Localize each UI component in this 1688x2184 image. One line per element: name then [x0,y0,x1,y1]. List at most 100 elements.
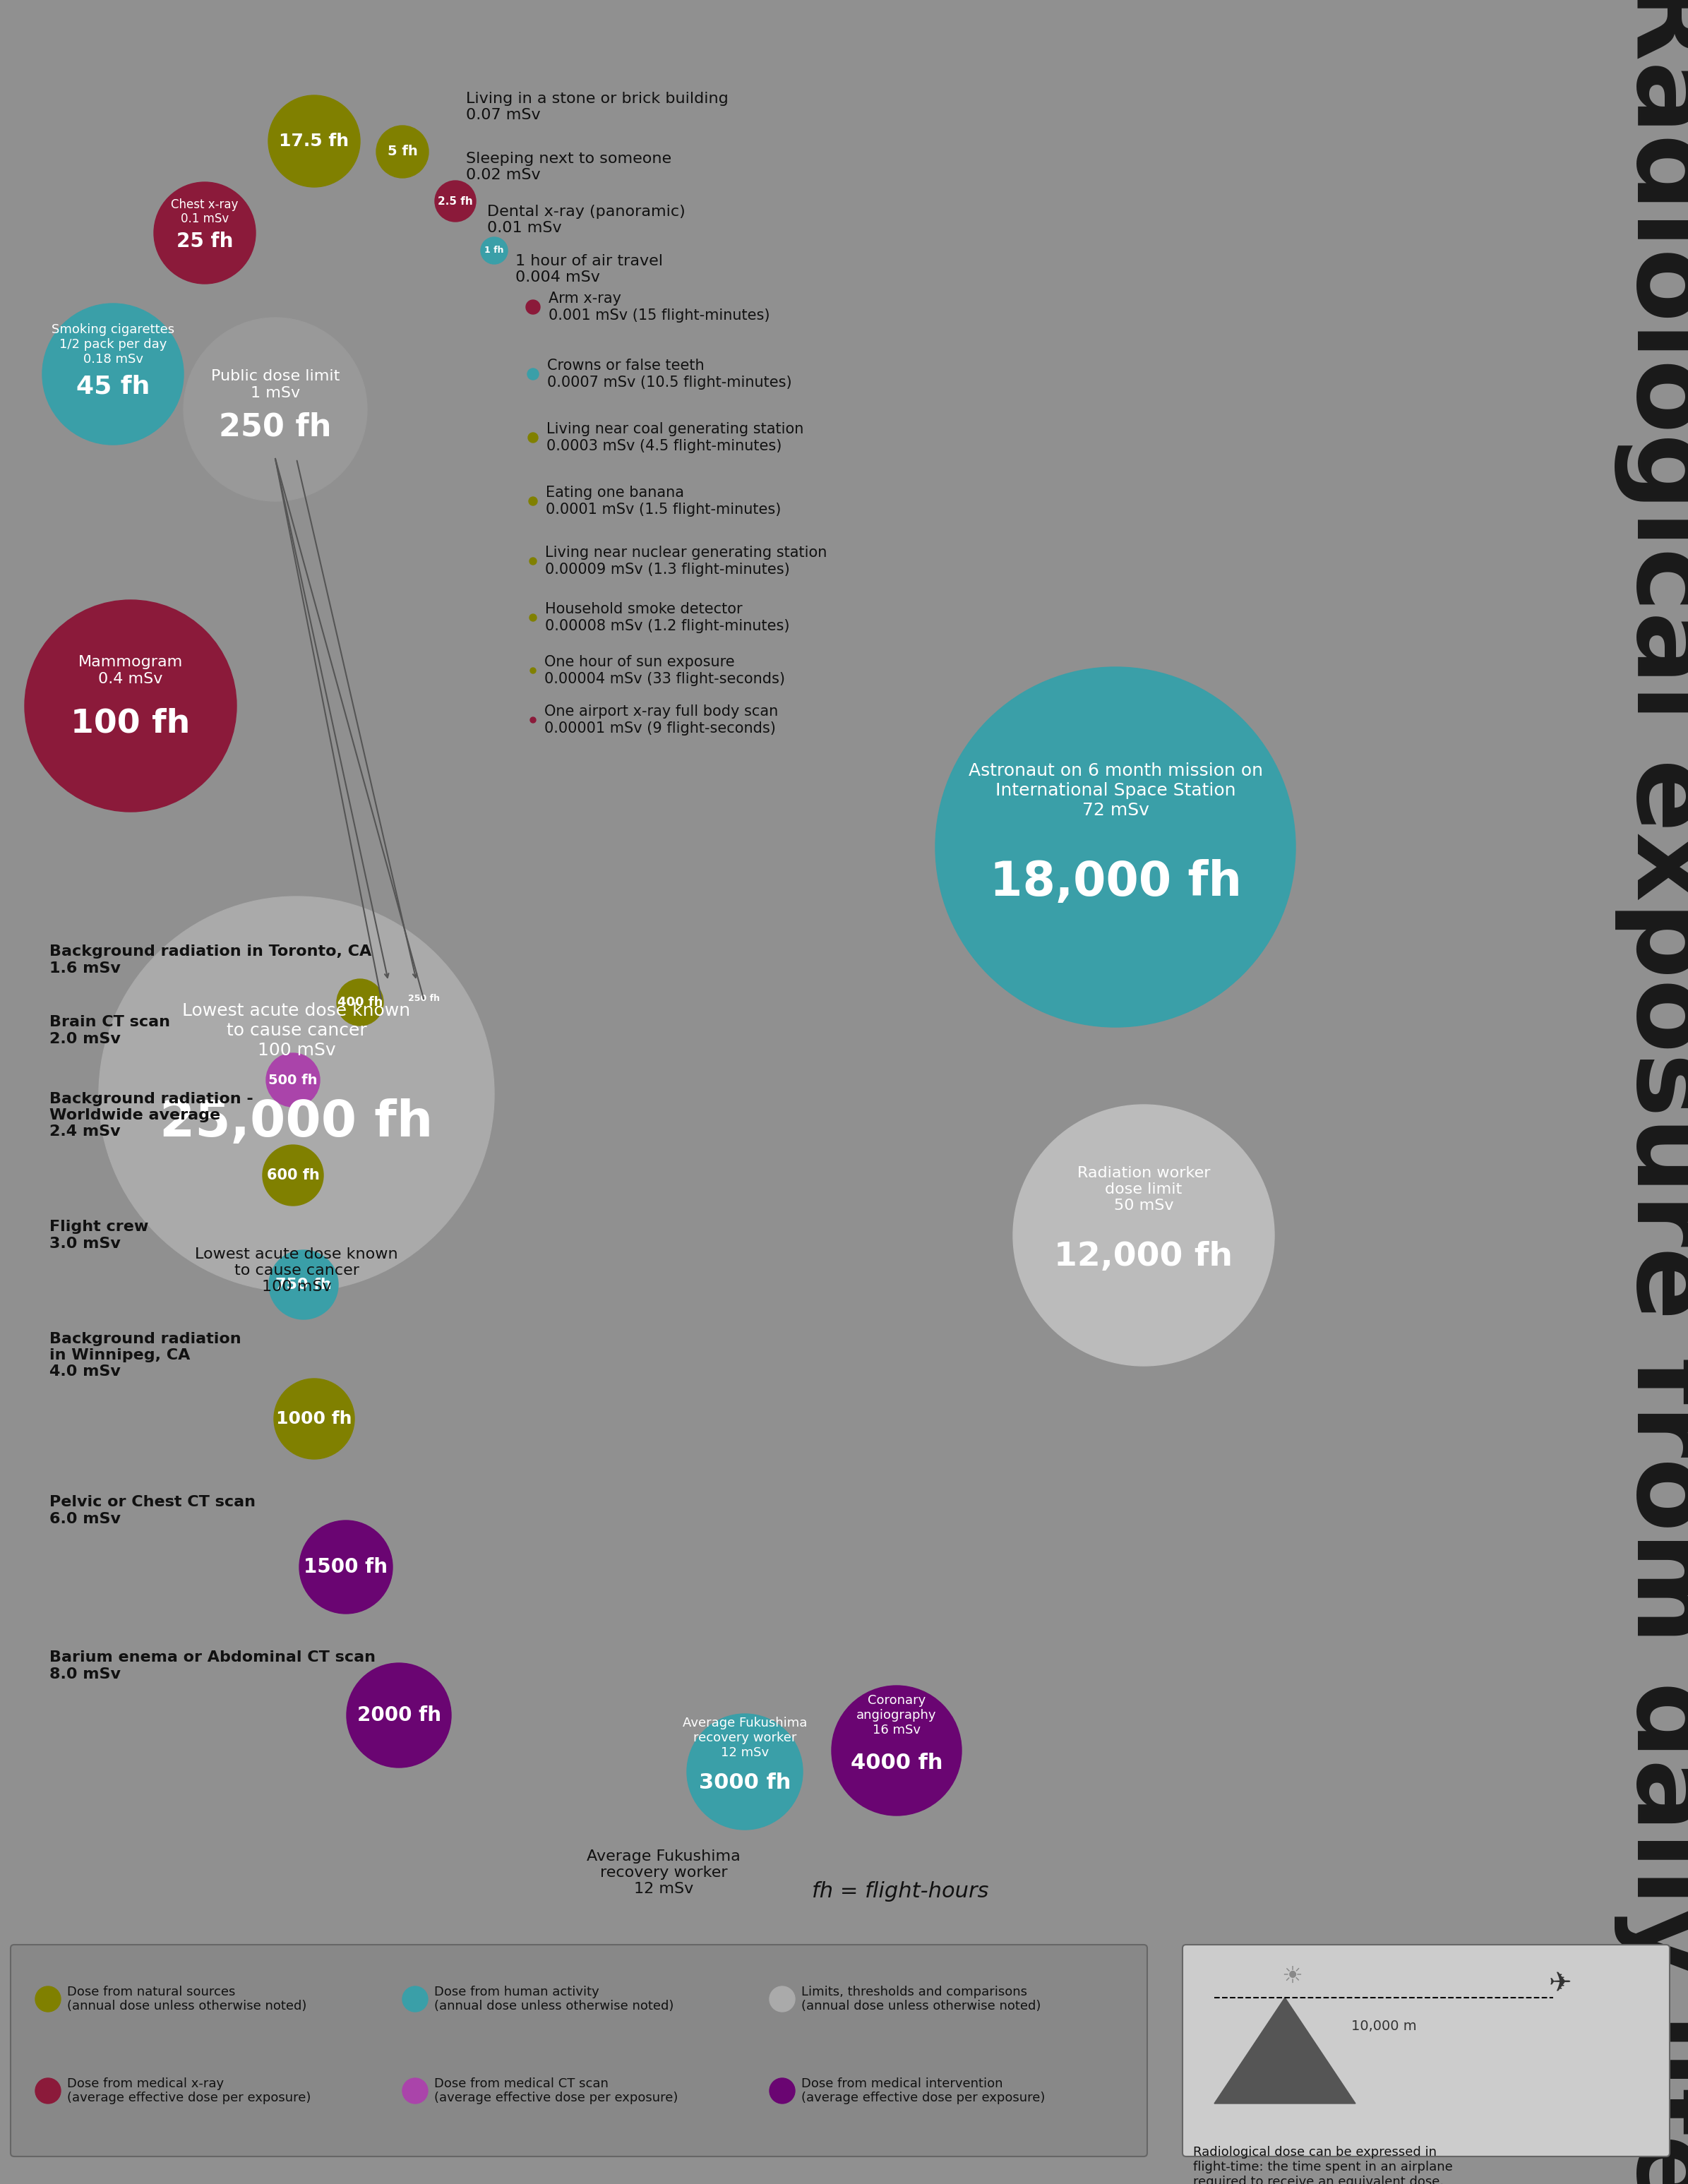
Text: Crowns or false teeth
0.0007 mSv (10.5 flight-minutes): Crowns or false teeth 0.0007 mSv (10.5 f… [547,358,792,389]
FancyBboxPatch shape [1183,1944,1669,2156]
Circle shape [1013,1105,1274,1365]
Circle shape [402,1987,427,2011]
Text: Household smoke detector
0.00008 mSv (1.2 flight-minutes): Household smoke detector 0.00008 mSv (1.… [545,603,790,633]
Circle shape [527,299,540,314]
FancyBboxPatch shape [10,1944,1148,2156]
Circle shape [35,1987,61,2011]
Text: 25,000 fh: 25,000 fh [160,1099,434,1147]
Text: 1 fh: 1 fh [484,247,505,256]
Text: 750 fh: 750 fh [275,1278,333,1291]
Circle shape [100,895,495,1291]
Text: Public dose limit
1 mSv: Public dose limit 1 mSv [211,369,339,400]
Text: Living in a stone or brick building
0.07 mSv: Living in a stone or brick building 0.07… [466,92,729,122]
Circle shape [407,983,441,1016]
Text: 500 fh: 500 fh [268,1072,317,1088]
Text: Radiological dose can be expressed in
flight-time: the time spent in an airplane: Radiological dose can be expressed in fl… [1193,2147,1453,2184]
Circle shape [273,1378,354,1459]
Circle shape [299,1520,393,1614]
Text: 100 fh: 100 fh [71,708,191,740]
Circle shape [402,2079,427,2103]
Text: 2000 fh: 2000 fh [356,1706,441,1725]
Text: Sleeping next to someone
0.02 mSv: Sleeping next to someone 0.02 mSv [466,151,672,181]
Circle shape [481,238,508,264]
Circle shape [376,127,429,177]
Text: 45 fh: 45 fh [76,376,150,400]
Circle shape [436,181,476,221]
Text: Chest x-ray
0.1 mSv: Chest x-ray 0.1 mSv [170,199,238,225]
Text: 4000 fh: 4000 fh [851,1754,942,1773]
Text: Coronary
angiography
16 mSv: Coronary angiography 16 mSv [856,1695,937,1736]
Circle shape [528,432,538,443]
Text: Lowest acute dose known
to cause cancer
100 mSv: Lowest acute dose known to cause cancer … [182,1002,410,1059]
Text: Dose from medical x-ray
(average effective dose per exposure): Dose from medical x-ray (average effecti… [68,2077,311,2105]
Text: Dose from medical CT scan
(average effective dose per exposure): Dose from medical CT scan (average effec… [434,2077,679,2105]
Circle shape [687,1714,803,1830]
Text: 5 fh: 5 fh [387,144,417,159]
Text: Barium enema or Abdominal CT scan
8.0 mSv: Barium enema or Abdominal CT scan 8.0 mS… [49,1651,376,1682]
Circle shape [530,668,535,673]
Circle shape [528,498,537,505]
Circle shape [770,1987,795,2011]
Text: Dose from human activity
(annual dose unless otherwise noted): Dose from human activity (annual dose un… [434,1985,674,2014]
Text: 1 hour of air travel
0.004 mSv: 1 hour of air travel 0.004 mSv [515,253,663,284]
Text: 10,000 m: 10,000 m [1350,2020,1416,2033]
Text: Astronaut on 6 month mission on
International Space Station
72 mSv: Astronaut on 6 month mission on Internat… [969,762,1263,819]
Text: Flight crew
3.0 mSv: Flight crew 3.0 mSv [49,1221,149,1251]
Text: Average Fukushima
recovery worker
12 mSv: Average Fukushima recovery worker 12 mSv [587,1850,741,1896]
Circle shape [268,96,360,188]
Text: One hour of sun exposure
0.00004 mSv (33 flight-seconds): One hour of sun exposure 0.00004 mSv (33… [544,655,785,686]
Text: 18,000 fh: 18,000 fh [989,858,1241,906]
Circle shape [184,317,366,500]
Text: Average Fukushima
recovery worker
12 mSv: Average Fukushima recovery worker 12 mSv [682,1717,807,1758]
Circle shape [527,369,538,380]
Text: Pelvic or Chest CT scan
6.0 mSv: Pelvic or Chest CT scan 6.0 mSv [49,1496,255,1527]
Circle shape [42,304,184,446]
Text: 3000 fh: 3000 fh [699,1773,792,1793]
Text: ✈: ✈ [1548,1970,1572,1996]
Circle shape [935,666,1295,1026]
Text: 1500 fh: 1500 fh [304,1557,388,1577]
Text: Lowest acute dose known
to cause cancer
100 mSv: Lowest acute dose known to cause cancer … [196,1247,398,1295]
Text: Living near coal generating station
0.0003 mSv (4.5 flight-minutes): Living near coal generating station 0.00… [547,422,803,452]
Text: 17.5 fh: 17.5 fh [279,133,349,151]
Text: Arm x-ray
0.001 mSv (15 flight-minutes): Arm x-ray 0.001 mSv (15 flight-minutes) [549,293,770,323]
Text: 250 fh: 250 fh [219,413,331,441]
Circle shape [154,181,255,284]
Text: ☀: ☀ [1281,1966,1303,1987]
Circle shape [263,1144,324,1206]
Text: Background radiation -
Worldwide average
2.4 mSv: Background radiation - Worldwide average… [49,1092,253,1138]
Text: Brain CT scan
2.0 mSv: Brain CT scan 2.0 mSv [49,1016,170,1046]
Text: One airport x-ray full body scan
0.00001 mSv (9 flight-seconds): One airport x-ray full body scan 0.00001… [544,705,778,736]
Text: 2.5 fh: 2.5 fh [437,197,473,207]
Text: Background radiation
in Winnipeg, CA
4.0 mSv: Background radiation in Winnipeg, CA 4.0… [49,1332,241,1378]
Text: 400 fh: 400 fh [338,996,383,1009]
Text: Background radiation in Toronto, CA
1.6 mSv: Background radiation in Toronto, CA 1.6 … [49,946,371,976]
Circle shape [25,601,236,812]
Text: Dental x-ray (panoramic)
0.01 mSv: Dental x-ray (panoramic) 0.01 mSv [488,205,685,236]
Circle shape [346,1662,451,1767]
Circle shape [530,716,535,723]
Text: Mammogram
0.4 mSv: Mammogram 0.4 mSv [78,655,182,686]
Text: Radiation worker
dose limit
50 mSv: Radiation worker dose limit 50 mSv [1077,1166,1210,1212]
Circle shape [832,1686,962,1815]
Circle shape [530,557,537,566]
Circle shape [336,978,383,1026]
Polygon shape [1214,1998,1355,2103]
Text: 600 fh: 600 fh [267,1168,319,1182]
Circle shape [267,1053,319,1107]
Text: Smoking cigarettes
1/2 pack per day
0.18 mSv: Smoking cigarettes 1/2 pack per day 0.18… [52,323,174,365]
Text: Radiological exposure from daily life: Radiological exposure from daily life [1614,0,1688,2184]
Text: Living near nuclear generating station
0.00009 mSv (1.3 flight-minutes): Living near nuclear generating station 0… [545,546,827,577]
Text: Eating one banana
0.0001 mSv (1.5 flight-minutes): Eating one banana 0.0001 mSv (1.5 flight… [545,485,782,515]
Circle shape [268,1249,338,1319]
Circle shape [770,2079,795,2103]
Text: Dose from medical intervention
(average effective dose per exposure): Dose from medical intervention (average … [802,2077,1045,2105]
Text: Limits, thresholds and comparisons
(annual dose unless otherwise noted): Limits, thresholds and comparisons (annu… [802,1985,1041,2014]
Text: 12,000 fh: 12,000 fh [1055,1241,1232,1273]
Text: Dose from natural sources
(annual dose unless otherwise noted): Dose from natural sources (annual dose u… [68,1985,307,2014]
Text: 1000 fh: 1000 fh [277,1411,353,1428]
Circle shape [35,2079,61,2103]
Text: fh = flight-hours: fh = flight-hours [812,1883,989,1902]
Circle shape [530,614,537,620]
Text: 250 fh: 250 fh [408,994,439,1002]
